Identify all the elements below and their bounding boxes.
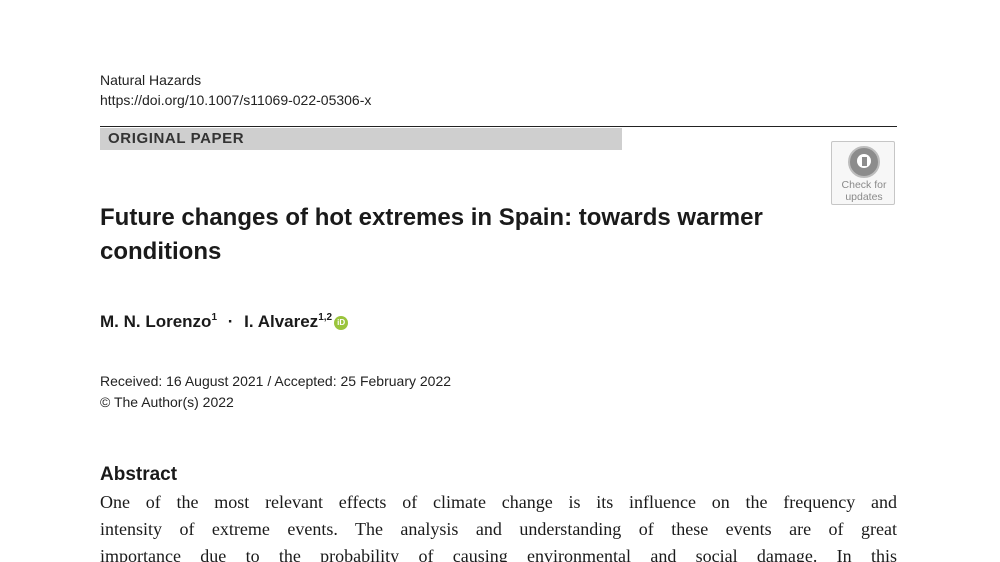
orcid-icon[interactable]: iD [334,316,349,330]
header-rule [100,126,897,127]
check-for-updates-label: Check for updates [832,179,896,203]
abstract-heading: Abstract [100,464,178,485]
author-affiliation: 1,2 [318,312,333,323]
abstract-text: One of the most relevant effects of clim… [100,489,897,562]
copyright-notice: © The Author(s) 2022 [100,394,234,410]
abstract-line: importance due to the probability of cau… [100,546,897,562]
abstract-line: One of the most relevant effects of clim… [100,492,897,512]
author-list: M. N. Lorenzo1 · I. Alvarez1,2 iD [100,310,349,334]
check-for-updates-icon [848,146,880,178]
check-for-updates-line2: updates [845,191,883,203]
author-name[interactable]: M. N. Lorenzo [100,312,212,331]
author-separator: · [227,312,234,331]
received-accepted-dates: Received: 16 August 2021 / Accepted: 25 … [100,373,452,389]
section-label-bar: ORIGINAL PAPER [100,128,622,150]
doi-link[interactable]: https://doi.org/10.1007/s11069-022-05306… [100,92,372,108]
section-label: ORIGINAL PAPER [108,130,245,147]
check-for-updates-button[interactable]: Check for updates [831,141,895,205]
abstract-line: intensity of extreme events. The analysi… [100,519,897,539]
paper-title: Future changes of hot extremes in Spain:… [100,204,763,265]
author-name[interactable]: I. Alvarez [244,312,319,331]
check-for-updates-line1: Check for [841,179,887,191]
journal-name: Natural Hazards [100,72,202,88]
author-affiliation: 1 [211,312,218,323]
